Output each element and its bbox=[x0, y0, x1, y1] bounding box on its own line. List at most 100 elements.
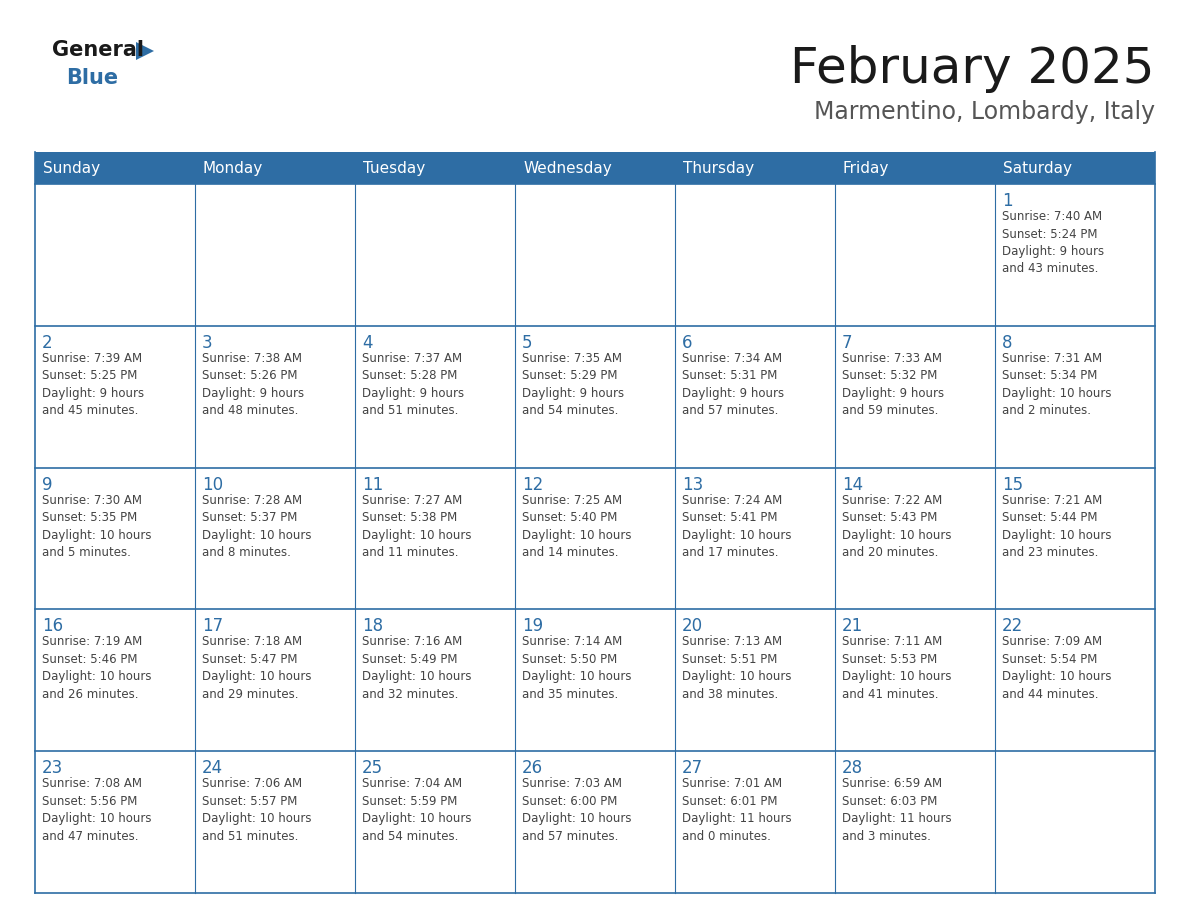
Text: 25: 25 bbox=[362, 759, 383, 778]
Bar bbox=[355, 467, 516, 610]
Bar bbox=[195, 751, 355, 893]
Text: Thursday: Thursday bbox=[683, 161, 754, 175]
Text: Sunrise: 7:03 AM
Sunset: 6:00 PM
Daylight: 10 hours
and 57 minutes.: Sunrise: 7:03 AM Sunset: 6:00 PM Dayligh… bbox=[522, 778, 632, 843]
Text: Sunrise: 7:19 AM
Sunset: 5:46 PM
Daylight: 10 hours
and 26 minutes.: Sunrise: 7:19 AM Sunset: 5:46 PM Dayligh… bbox=[42, 635, 152, 701]
Text: 24: 24 bbox=[202, 759, 223, 778]
Text: Sunrise: 7:09 AM
Sunset: 5:54 PM
Daylight: 10 hours
and 44 minutes.: Sunrise: 7:09 AM Sunset: 5:54 PM Dayligh… bbox=[1001, 635, 1112, 701]
Bar bbox=[675, 326, 835, 467]
Bar bbox=[355, 610, 516, 751]
Text: 10: 10 bbox=[202, 476, 223, 494]
Text: 2: 2 bbox=[42, 334, 52, 352]
Text: Sunrise: 7:25 AM
Sunset: 5:40 PM
Daylight: 10 hours
and 14 minutes.: Sunrise: 7:25 AM Sunset: 5:40 PM Dayligh… bbox=[522, 494, 632, 559]
Text: Sunrise: 7:18 AM
Sunset: 5:47 PM
Daylight: 10 hours
and 29 minutes.: Sunrise: 7:18 AM Sunset: 5:47 PM Dayligh… bbox=[202, 635, 311, 701]
Polygon shape bbox=[135, 42, 154, 60]
Text: Sunrise: 7:27 AM
Sunset: 5:38 PM
Daylight: 10 hours
and 11 minutes.: Sunrise: 7:27 AM Sunset: 5:38 PM Dayligh… bbox=[362, 494, 472, 559]
Text: Sunrise: 7:31 AM
Sunset: 5:34 PM
Daylight: 10 hours
and 2 minutes.: Sunrise: 7:31 AM Sunset: 5:34 PM Dayligh… bbox=[1001, 352, 1112, 418]
Bar bbox=[34, 184, 195, 326]
Text: 8: 8 bbox=[1001, 334, 1012, 352]
Bar bbox=[835, 184, 996, 326]
Text: 27: 27 bbox=[682, 759, 703, 778]
Bar bbox=[34, 610, 195, 751]
Text: 18: 18 bbox=[362, 618, 383, 635]
Text: Sunrise: 7:08 AM
Sunset: 5:56 PM
Daylight: 10 hours
and 47 minutes.: Sunrise: 7:08 AM Sunset: 5:56 PM Dayligh… bbox=[42, 778, 152, 843]
Bar bbox=[835, 467, 996, 610]
Text: Sunrise: 7:30 AM
Sunset: 5:35 PM
Daylight: 10 hours
and 5 minutes.: Sunrise: 7:30 AM Sunset: 5:35 PM Dayligh… bbox=[42, 494, 152, 559]
Text: Sunrise: 7:35 AM
Sunset: 5:29 PM
Daylight: 9 hours
and 54 minutes.: Sunrise: 7:35 AM Sunset: 5:29 PM Dayligh… bbox=[522, 352, 624, 418]
Bar bbox=[835, 751, 996, 893]
Text: Sunrise: 7:16 AM
Sunset: 5:49 PM
Daylight: 10 hours
and 32 minutes.: Sunrise: 7:16 AM Sunset: 5:49 PM Dayligh… bbox=[362, 635, 472, 701]
Text: 15: 15 bbox=[1001, 476, 1023, 494]
Bar bbox=[355, 184, 516, 326]
Text: Sunrise: 7:14 AM
Sunset: 5:50 PM
Daylight: 10 hours
and 35 minutes.: Sunrise: 7:14 AM Sunset: 5:50 PM Dayligh… bbox=[522, 635, 632, 701]
Text: Sunrise: 7:01 AM
Sunset: 6:01 PM
Daylight: 11 hours
and 0 minutes.: Sunrise: 7:01 AM Sunset: 6:01 PM Dayligh… bbox=[682, 778, 791, 843]
Text: 17: 17 bbox=[202, 618, 223, 635]
Bar bbox=[516, 610, 675, 751]
Text: 11: 11 bbox=[362, 476, 384, 494]
Text: Sunrise: 7:04 AM
Sunset: 5:59 PM
Daylight: 10 hours
and 54 minutes.: Sunrise: 7:04 AM Sunset: 5:59 PM Dayligh… bbox=[362, 778, 472, 843]
Text: 7: 7 bbox=[842, 334, 853, 352]
Text: Sunrise: 7:22 AM
Sunset: 5:43 PM
Daylight: 10 hours
and 20 minutes.: Sunrise: 7:22 AM Sunset: 5:43 PM Dayligh… bbox=[842, 494, 952, 559]
Bar bbox=[996, 184, 1155, 326]
Bar bbox=[835, 326, 996, 467]
Text: 12: 12 bbox=[522, 476, 543, 494]
Text: 3: 3 bbox=[202, 334, 213, 352]
Bar bbox=[675, 467, 835, 610]
Text: Sunrise: 7:06 AM
Sunset: 5:57 PM
Daylight: 10 hours
and 51 minutes.: Sunrise: 7:06 AM Sunset: 5:57 PM Dayligh… bbox=[202, 778, 311, 843]
Text: Sunrise: 7:34 AM
Sunset: 5:31 PM
Daylight: 9 hours
and 57 minutes.: Sunrise: 7:34 AM Sunset: 5:31 PM Dayligh… bbox=[682, 352, 784, 418]
Text: Monday: Monday bbox=[203, 161, 264, 175]
Text: 16: 16 bbox=[42, 618, 63, 635]
Bar bbox=[34, 751, 195, 893]
Text: 4: 4 bbox=[362, 334, 373, 352]
Text: 19: 19 bbox=[522, 618, 543, 635]
Text: General: General bbox=[52, 40, 144, 60]
Text: 21: 21 bbox=[842, 618, 864, 635]
Bar bbox=[355, 751, 516, 893]
Text: Sunrise: 7:39 AM
Sunset: 5:25 PM
Daylight: 9 hours
and 45 minutes.: Sunrise: 7:39 AM Sunset: 5:25 PM Dayligh… bbox=[42, 352, 144, 418]
Bar bbox=[996, 467, 1155, 610]
Text: Sunrise: 7:21 AM
Sunset: 5:44 PM
Daylight: 10 hours
and 23 minutes.: Sunrise: 7:21 AM Sunset: 5:44 PM Dayligh… bbox=[1001, 494, 1112, 559]
Text: 26: 26 bbox=[522, 759, 543, 778]
Bar bbox=[195, 610, 355, 751]
Text: 9: 9 bbox=[42, 476, 52, 494]
Bar bbox=[516, 184, 675, 326]
Text: Sunrise: 7:13 AM
Sunset: 5:51 PM
Daylight: 10 hours
and 38 minutes.: Sunrise: 7:13 AM Sunset: 5:51 PM Dayligh… bbox=[682, 635, 791, 701]
Text: 22: 22 bbox=[1001, 618, 1023, 635]
Text: Sunrise: 7:40 AM
Sunset: 5:24 PM
Daylight: 9 hours
and 43 minutes.: Sunrise: 7:40 AM Sunset: 5:24 PM Dayligh… bbox=[1001, 210, 1104, 275]
Text: 28: 28 bbox=[842, 759, 864, 778]
Bar bbox=[675, 184, 835, 326]
Text: 5: 5 bbox=[522, 334, 532, 352]
Bar bbox=[835, 610, 996, 751]
Text: 13: 13 bbox=[682, 476, 703, 494]
Bar bbox=[516, 751, 675, 893]
Bar bbox=[996, 610, 1155, 751]
Bar bbox=[34, 326, 195, 467]
Text: Blue: Blue bbox=[67, 68, 118, 88]
Bar bbox=[195, 467, 355, 610]
Text: 20: 20 bbox=[682, 618, 703, 635]
Text: Sunrise: 7:11 AM
Sunset: 5:53 PM
Daylight: 10 hours
and 41 minutes.: Sunrise: 7:11 AM Sunset: 5:53 PM Dayligh… bbox=[842, 635, 952, 701]
Text: Tuesday: Tuesday bbox=[364, 161, 425, 175]
Text: Sunrise: 6:59 AM
Sunset: 6:03 PM
Daylight: 11 hours
and 3 minutes.: Sunrise: 6:59 AM Sunset: 6:03 PM Dayligh… bbox=[842, 778, 952, 843]
Text: 23: 23 bbox=[42, 759, 63, 778]
Text: Sunrise: 7:28 AM
Sunset: 5:37 PM
Daylight: 10 hours
and 8 minutes.: Sunrise: 7:28 AM Sunset: 5:37 PM Dayligh… bbox=[202, 494, 311, 559]
Text: 14: 14 bbox=[842, 476, 864, 494]
Bar bbox=[355, 326, 516, 467]
Text: Sunrise: 7:33 AM
Sunset: 5:32 PM
Daylight: 9 hours
and 59 minutes.: Sunrise: 7:33 AM Sunset: 5:32 PM Dayligh… bbox=[842, 352, 944, 418]
Text: Sunday: Sunday bbox=[43, 161, 100, 175]
Text: Wednesday: Wednesday bbox=[523, 161, 612, 175]
Bar bbox=[195, 184, 355, 326]
Bar bbox=[675, 751, 835, 893]
Text: Friday: Friday bbox=[843, 161, 890, 175]
Text: Sunrise: 7:24 AM
Sunset: 5:41 PM
Daylight: 10 hours
and 17 minutes.: Sunrise: 7:24 AM Sunset: 5:41 PM Dayligh… bbox=[682, 494, 791, 559]
Text: 6: 6 bbox=[682, 334, 693, 352]
Text: 1: 1 bbox=[1001, 192, 1012, 210]
Text: Saturday: Saturday bbox=[1003, 161, 1072, 175]
Bar bbox=[675, 610, 835, 751]
Bar bbox=[516, 326, 675, 467]
Bar bbox=[996, 751, 1155, 893]
Bar bbox=[516, 467, 675, 610]
Text: Sunrise: 7:37 AM
Sunset: 5:28 PM
Daylight: 9 hours
and 51 minutes.: Sunrise: 7:37 AM Sunset: 5:28 PM Dayligh… bbox=[362, 352, 465, 418]
Text: February 2025: February 2025 bbox=[790, 45, 1155, 93]
Bar bbox=[195, 326, 355, 467]
Text: Marmentino, Lombardy, Italy: Marmentino, Lombardy, Italy bbox=[814, 100, 1155, 124]
